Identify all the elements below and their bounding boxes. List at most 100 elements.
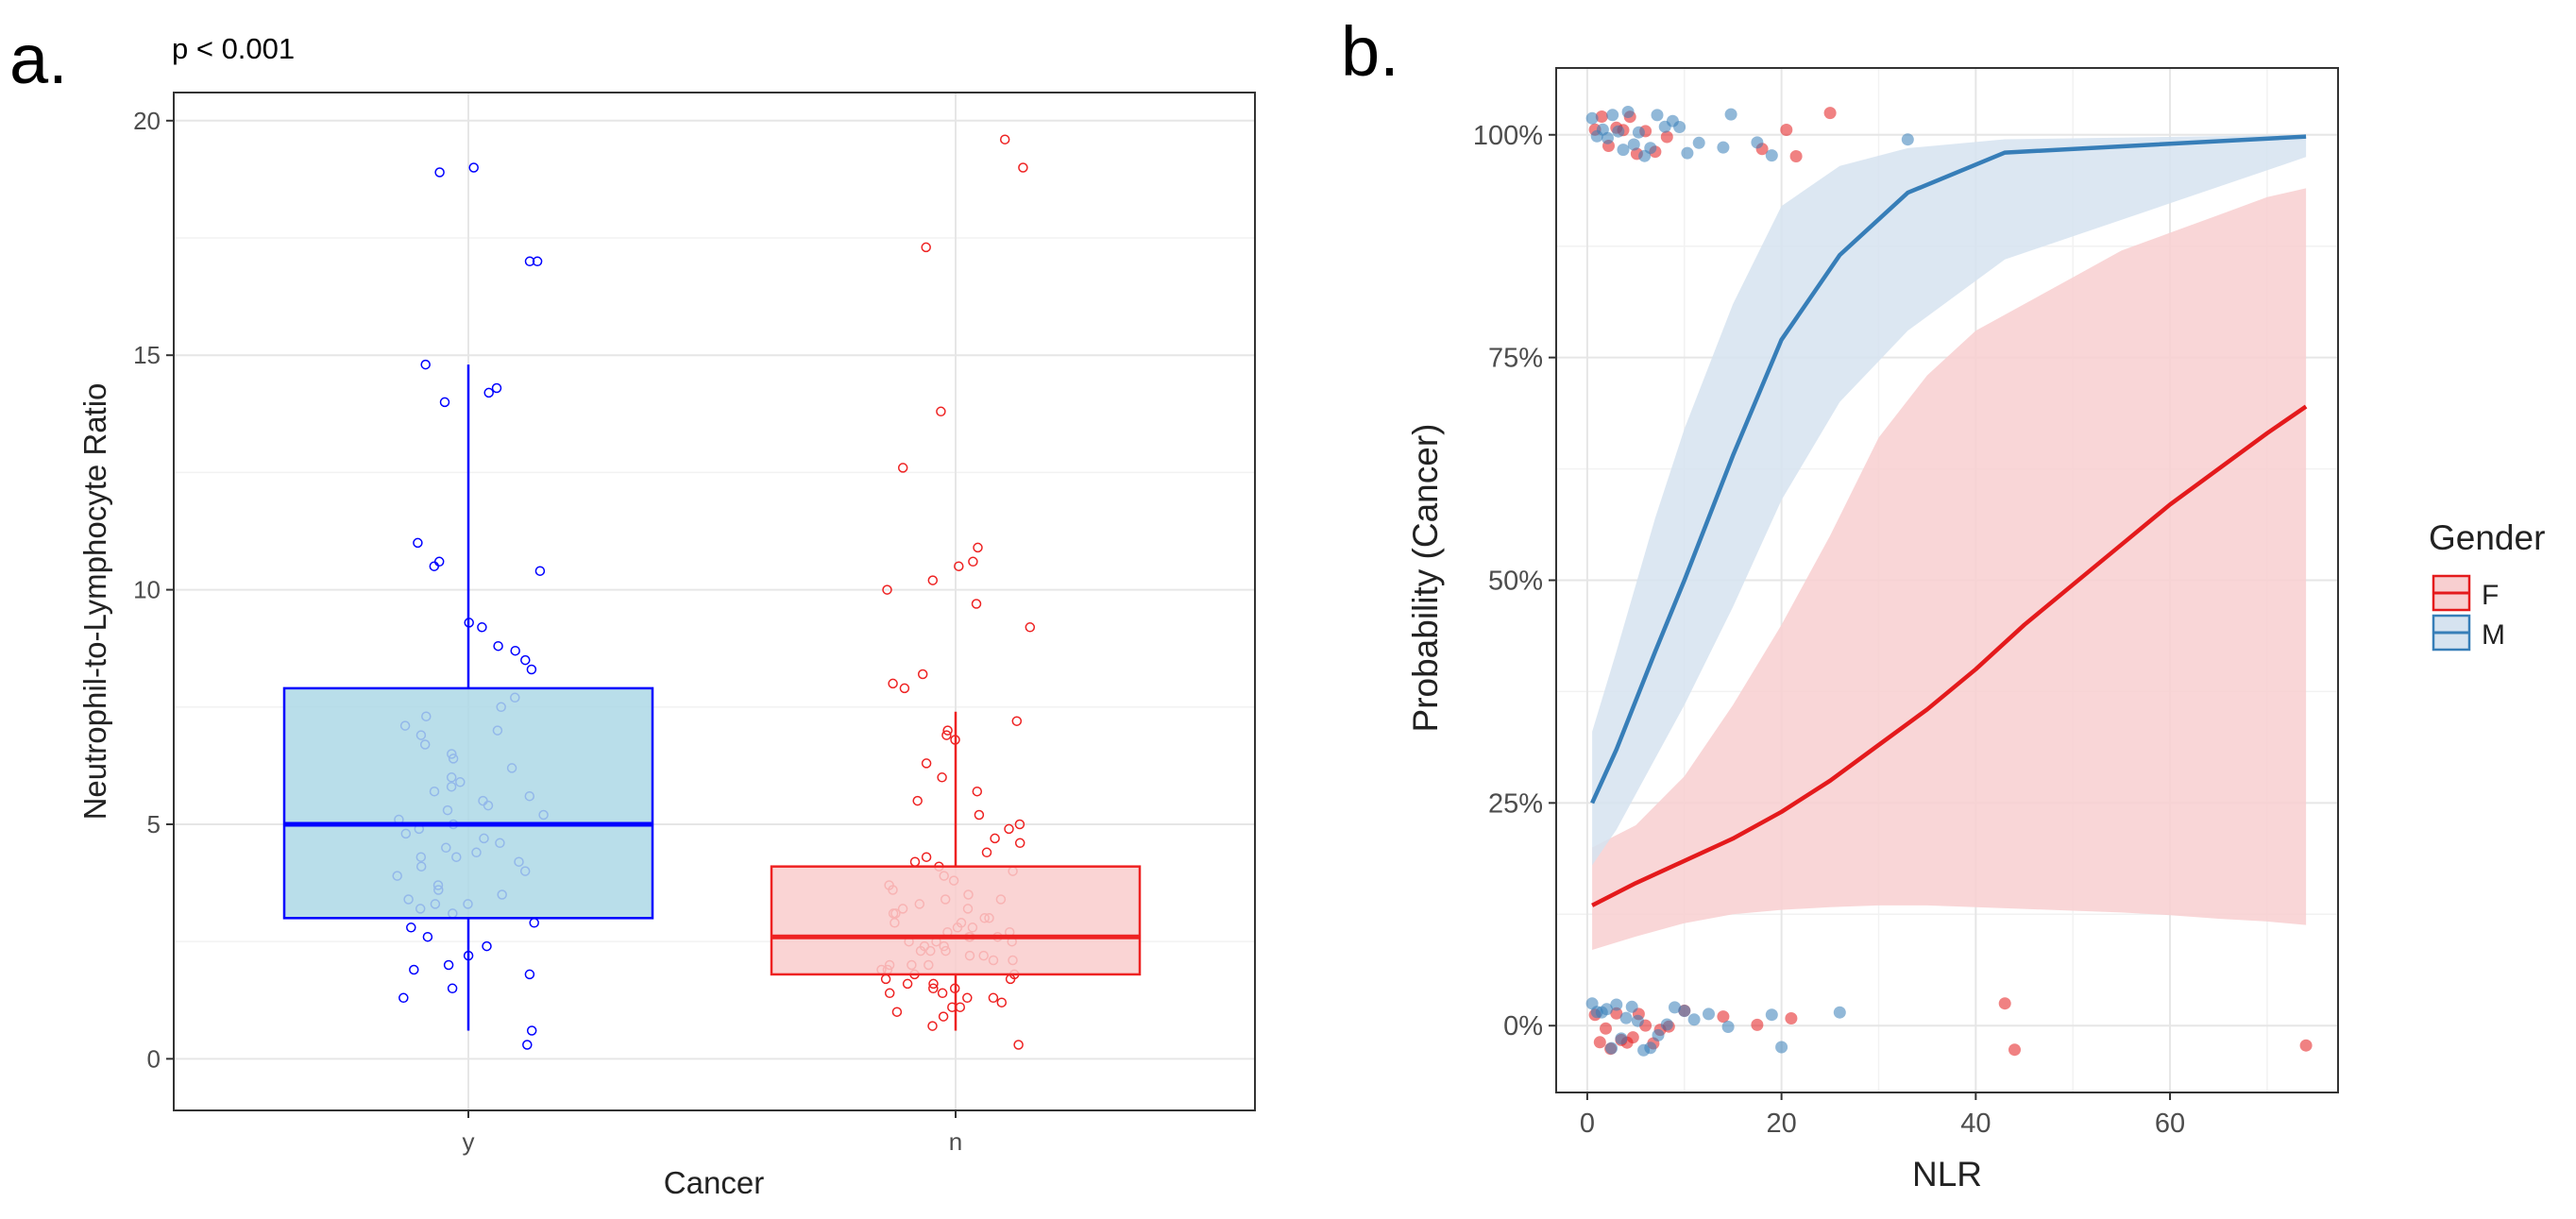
data-point-M [1901, 133, 1914, 146]
y-tick-label: 5 [147, 810, 161, 838]
y-tick-label: 0% [1503, 1011, 1543, 1041]
data-point-y [420, 359, 431, 370]
panel-b-legend: Gender FM [2429, 518, 2545, 652]
data-point-n [974, 809, 985, 821]
box-y [282, 686, 654, 920]
data-point-n [938, 1011, 949, 1022]
data-point-y [483, 387, 494, 398]
data-point-n [899, 683, 910, 694]
data-point-F [1780, 124, 1793, 136]
data-point-F [2299, 1039, 2313, 1052]
data-point-y [482, 940, 492, 952]
data-point-F [1600, 1022, 1612, 1035]
data-point-M [1651, 109, 1664, 122]
confidence-ribbon-M [1592, 134, 2307, 866]
data-point-M [1681, 146, 1694, 160]
data-point-M [1606, 109, 1619, 122]
x-tick-label: 20 [1766, 1109, 1796, 1139]
data-point-n [897, 463, 908, 473]
y-tick-label: 25% [1488, 788, 1543, 819]
data-point-M [1585, 111, 1599, 125]
data-point-y [526, 1025, 537, 1036]
data-point-M [1765, 149, 1778, 162]
y-tick-label: 50% [1488, 567, 1543, 597]
data-point-n [968, 556, 978, 567]
data-point-n [942, 725, 953, 736]
data-point-y [409, 964, 419, 975]
panel-b-axes: 0 20 40 60 0% 25% 50% 75% 100% [1473, 121, 2185, 1139]
data-point-y [491, 382, 502, 394]
data-point-n [937, 772, 947, 783]
legend-title: Gender [2429, 518, 2545, 557]
data-point-F [2008, 1043, 2021, 1057]
y-tick-label: 10 [133, 576, 161, 604]
data-point-M [1644, 1041, 1657, 1055]
p-value-annotation: p < 0.001 [172, 32, 295, 65]
data-point-n [891, 1007, 903, 1017]
data-point-F [1789, 150, 1803, 162]
data-point-y [439, 397, 450, 408]
data-point-F [1751, 1018, 1764, 1031]
x-tick-label: 40 [1960, 1109, 1991, 1139]
data-point-M [1617, 144, 1630, 157]
data-point-M [1610, 998, 1623, 1011]
fit-line-F [1591, 404, 2308, 907]
data-point-M [1721, 1021, 1735, 1033]
y-tick-label: 75% [1488, 344, 1543, 374]
panel-a-boxplots [282, 364, 1142, 1031]
data-point-M [1765, 1008, 1778, 1022]
panel-b-confidence-ribbons [1592, 134, 2307, 950]
data-point-F [1626, 1031, 1639, 1044]
data-point-y [532, 256, 543, 267]
data-point-n [921, 758, 932, 769]
panel-a-label: a. [9, 20, 68, 98]
data-point-M [1602, 131, 1614, 144]
data-point-n [936, 406, 946, 417]
legend-entries: FM [2432, 574, 2505, 652]
data-point-n [882, 584, 892, 595]
data-point-y [406, 923, 416, 933]
data-point-F [1610, 1007, 1623, 1020]
data-point-n [981, 847, 992, 858]
data-point-F [1785, 1012, 1798, 1024]
data-point-y [524, 969, 535, 980]
data-point-n [990, 833, 1000, 844]
data-point-M [1631, 1014, 1644, 1027]
data-point-y [526, 664, 537, 675]
data-point-n [1014, 838, 1025, 849]
data-point-M [1601, 1003, 1613, 1016]
data-point-M [1644, 142, 1657, 155]
data-point-y [434, 167, 445, 178]
data-point-M [1660, 1018, 1673, 1031]
data-point-M [1678, 1005, 1691, 1018]
panel-b-label: b. [1341, 12, 1399, 91]
data-point-y [447, 983, 458, 994]
data-point-M [1669, 1001, 1681, 1014]
data-point-M [1652, 1028, 1665, 1041]
data-point-y [522, 1040, 533, 1050]
y-tick-label: 15 [133, 341, 161, 369]
data-point-y [443, 959, 454, 971]
data-point-n [888, 678, 898, 689]
data-point-M [1627, 138, 1640, 151]
panel-a: a. p < 0.001 0 5 10 15 20 y n Cancer Neutrophi… [9, 20, 1256, 1200]
data-point-y [493, 640, 503, 652]
y-tick-label: 0 [147, 1044, 161, 1073]
data-point-y [477, 622, 487, 633]
data-point-n [884, 988, 895, 999]
data-point-n [1013, 1040, 1024, 1050]
data-point-M [1775, 1041, 1788, 1054]
legend-label-M: M [2482, 619, 2505, 651]
data-point-n [988, 992, 999, 1004]
data-point-F [1595, 110, 1608, 123]
x-tick-label: 0 [1580, 1109, 1595, 1139]
data-point-n [973, 542, 983, 553]
data-point-n [902, 978, 913, 990]
panel-b-x-axis-title: NLR [1912, 1155, 1982, 1194]
fit-line-M [1590, 134, 2307, 804]
panel-b-y-axis-title: Probability (Cancer) [1406, 424, 1445, 733]
data-point-n [962, 992, 973, 1004]
x-tick-label: y [463, 1127, 475, 1156]
data-point-n [928, 978, 939, 990]
